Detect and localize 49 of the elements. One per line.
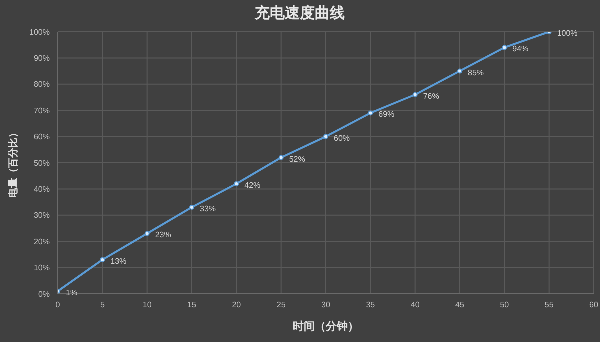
point xyxy=(234,181,240,186)
y-tick-label: 70% xyxy=(34,106,50,116)
x-tick-label: 5 xyxy=(100,300,106,310)
point xyxy=(190,205,194,210)
x-tick-label: 25 xyxy=(276,300,286,310)
point xyxy=(368,110,374,116)
data-label: 85% xyxy=(468,68,484,78)
y-tick-label: 90% xyxy=(34,54,50,64)
data-label: 52% xyxy=(289,154,306,164)
data-label: 76% xyxy=(423,92,440,101)
point xyxy=(502,45,508,50)
y-axis-title: 电量（百分比） xyxy=(8,128,20,198)
point xyxy=(458,68,462,74)
x-tick-label: 60 xyxy=(590,300,599,310)
data-label: 69% xyxy=(378,110,395,120)
y-tick-label: 20% xyxy=(34,237,50,246)
y-tick-label: 50% xyxy=(34,158,50,168)
y-tick-label: 10% xyxy=(34,264,50,273)
data-label: 23% xyxy=(155,230,172,240)
y-tick-label: 100% xyxy=(30,28,50,37)
data-label: 100% xyxy=(557,29,578,38)
chart-title: 充电速度曲线 xyxy=(254,4,346,23)
data-label: 94% xyxy=(512,44,529,54)
y-tick-label: 80% xyxy=(34,80,50,90)
data-label: 1% xyxy=(66,288,78,298)
y-tick-label: 60% xyxy=(34,132,50,142)
y-tick-label: 40% xyxy=(34,185,50,194)
x-axis-title: 时间（分钟） xyxy=(293,320,359,333)
y-tick-label: 30% xyxy=(34,211,50,220)
data-label: 13% xyxy=(110,256,127,266)
x-tick-label: 45 xyxy=(456,300,465,310)
x-tick-label: 30 xyxy=(322,300,331,310)
x-tick-label: 35 xyxy=(366,300,376,310)
point xyxy=(412,92,418,98)
point xyxy=(278,155,284,160)
point xyxy=(100,257,106,262)
y-tick-label: 0% xyxy=(38,290,50,299)
x-tick-label: 40 xyxy=(410,300,420,310)
x-tick-label: 55 xyxy=(544,300,554,310)
point xyxy=(144,231,150,236)
x-tick-label: 0 xyxy=(56,300,61,310)
x-tick-label: 50 xyxy=(500,300,510,310)
data-label: 60% xyxy=(334,134,350,143)
x-tick-label: 10 xyxy=(142,300,152,310)
data-label: 33% xyxy=(200,204,216,214)
x-tick-label: 15 xyxy=(188,300,197,310)
point xyxy=(324,134,328,140)
x-tick-label: 20 xyxy=(232,300,242,310)
data-label: 42% xyxy=(244,180,261,190)
